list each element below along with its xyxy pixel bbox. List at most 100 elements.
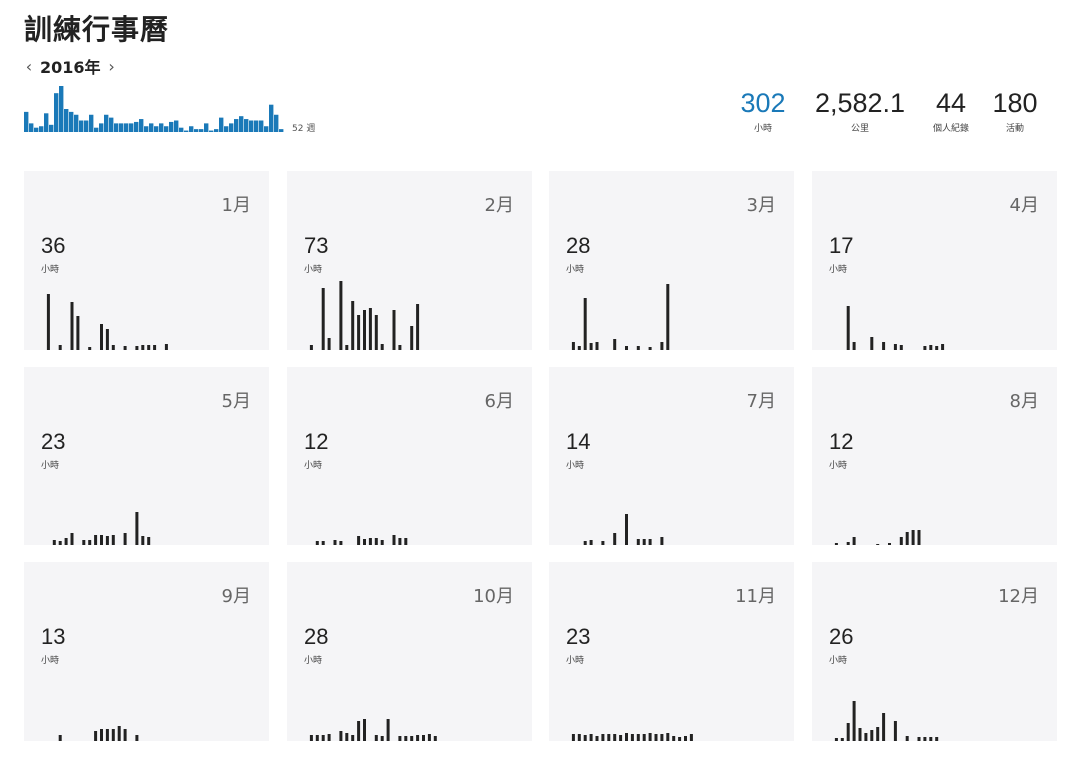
day-bar (164, 344, 168, 350)
week-bar[interactable] (269, 104, 274, 132)
week-bar[interactable] (279, 129, 284, 132)
week-bar[interactable] (29, 123, 34, 132)
week-bar[interactable] (154, 126, 159, 132)
day-bar (571, 734, 575, 741)
day-bar (427, 734, 431, 741)
stat-3: 180 活動 (965, 87, 1065, 134)
day-bar (834, 543, 838, 545)
week-bar[interactable] (89, 114, 94, 132)
month-card[interactable]: 5月 23 小時 (24, 367, 269, 545)
day-bar (899, 345, 903, 350)
week-bar[interactable] (54, 93, 59, 132)
day-bar (888, 543, 891, 545)
week-bar[interactable] (239, 116, 244, 132)
week-bar[interactable] (179, 127, 184, 132)
chevron-right-icon[interactable]: › (108, 56, 115, 76)
week-bar[interactable] (59, 86, 64, 132)
week-bar[interactable] (249, 120, 254, 133)
month-label: 10月 (473, 586, 514, 607)
week-bar[interactable] (74, 114, 79, 132)
week-bar[interactable] (44, 113, 49, 132)
day-bar (321, 735, 325, 741)
week-bar[interactable] (229, 123, 234, 132)
day-bar (123, 729, 127, 741)
day-bar (327, 338, 331, 350)
day-bar (58, 541, 62, 545)
month-card[interactable]: 10月 28 小時 (287, 562, 532, 741)
week-bar[interactable] (109, 117, 114, 132)
month-card[interactable]: 6月 12 小時 (287, 367, 532, 545)
weekly-volume-chart[interactable] (24, 85, 290, 132)
day-bar (852, 537, 856, 545)
week-bar[interactable] (84, 120, 89, 133)
day-bar (625, 514, 628, 545)
week-bar[interactable] (274, 114, 279, 132)
week-bar[interactable] (134, 121, 139, 132)
day-bar (345, 733, 349, 741)
month-card[interactable]: 2月 73 小時 (287, 171, 532, 350)
day-bar (135, 512, 139, 545)
week-bar[interactable] (94, 127, 99, 132)
week-bar[interactable] (139, 119, 144, 132)
week-bar[interactable] (259, 120, 264, 133)
week-bar[interactable] (204, 123, 209, 132)
week-bar[interactable] (209, 130, 214, 132)
day-bar (654, 734, 658, 741)
day-bar (589, 343, 593, 350)
week-bar[interactable] (69, 111, 74, 132)
week-bar[interactable] (244, 119, 249, 132)
week-bar[interactable] (49, 124, 54, 132)
month-card[interactable]: 12月 26 小時 (812, 562, 1057, 741)
month-card[interactable]: 7月 14 小時 (549, 367, 794, 545)
week-bar[interactable] (254, 120, 259, 133)
week-bar[interactable] (24, 111, 29, 132)
week-bar[interactable] (64, 109, 69, 132)
month-card[interactable]: 3月 28 小時 (549, 171, 794, 350)
day-bar (583, 298, 587, 350)
day-bar (941, 344, 945, 350)
week-bar[interactable] (159, 123, 164, 132)
week-bar[interactable] (144, 126, 149, 132)
week-bar[interactable] (219, 117, 224, 132)
month-card[interactable]: 8月 12 小時 (812, 367, 1057, 545)
week-bar[interactable] (214, 129, 219, 132)
month-card[interactable]: 11月 23 小時 (549, 562, 794, 741)
week-bar[interactable] (164, 126, 169, 132)
week-bar[interactable] (194, 129, 199, 132)
week-bar[interactable] (99, 123, 104, 132)
month-hours-unit: 小時 (304, 656, 323, 666)
day-bar (636, 346, 640, 350)
week-bar[interactable] (169, 121, 174, 132)
week-bar[interactable] (184, 130, 189, 132)
week-bar[interactable] (114, 123, 119, 132)
day-bar (846, 542, 850, 545)
week-bar[interactable] (199, 129, 204, 132)
year-navigator: ‹ 2016年 › (22, 54, 119, 78)
week-bar[interactable] (34, 127, 39, 132)
day-bar (327, 734, 331, 741)
day-bar (94, 731, 98, 741)
week-bar[interactable] (149, 123, 154, 132)
week-bar[interactable] (224, 126, 229, 132)
week-bar[interactable] (124, 123, 129, 132)
month-label: 8月 (1009, 391, 1039, 412)
week-bar[interactable] (264, 126, 269, 132)
day-bar (147, 345, 151, 350)
week-bar[interactable] (119, 123, 124, 132)
month-card[interactable]: 9月 13 小時 (24, 562, 269, 741)
day-bar (678, 737, 682, 741)
day-bar (46, 294, 50, 350)
day-bar (577, 346, 581, 350)
day-bar (111, 345, 115, 350)
day-bar (416, 735, 420, 741)
week-bar[interactable] (189, 126, 194, 132)
week-bar[interactable] (39, 126, 44, 132)
week-bar[interactable] (174, 120, 179, 133)
month-card[interactable]: 4月 17 小時 (812, 171, 1057, 350)
week-bar[interactable] (104, 114, 109, 132)
month-card[interactable]: 1月 36 小時 (24, 171, 269, 350)
chevron-left-icon[interactable]: ‹ (25, 56, 33, 76)
week-bar[interactable] (234, 119, 239, 132)
week-bar[interactable] (79, 120, 84, 133)
week-bar[interactable] (129, 123, 134, 132)
